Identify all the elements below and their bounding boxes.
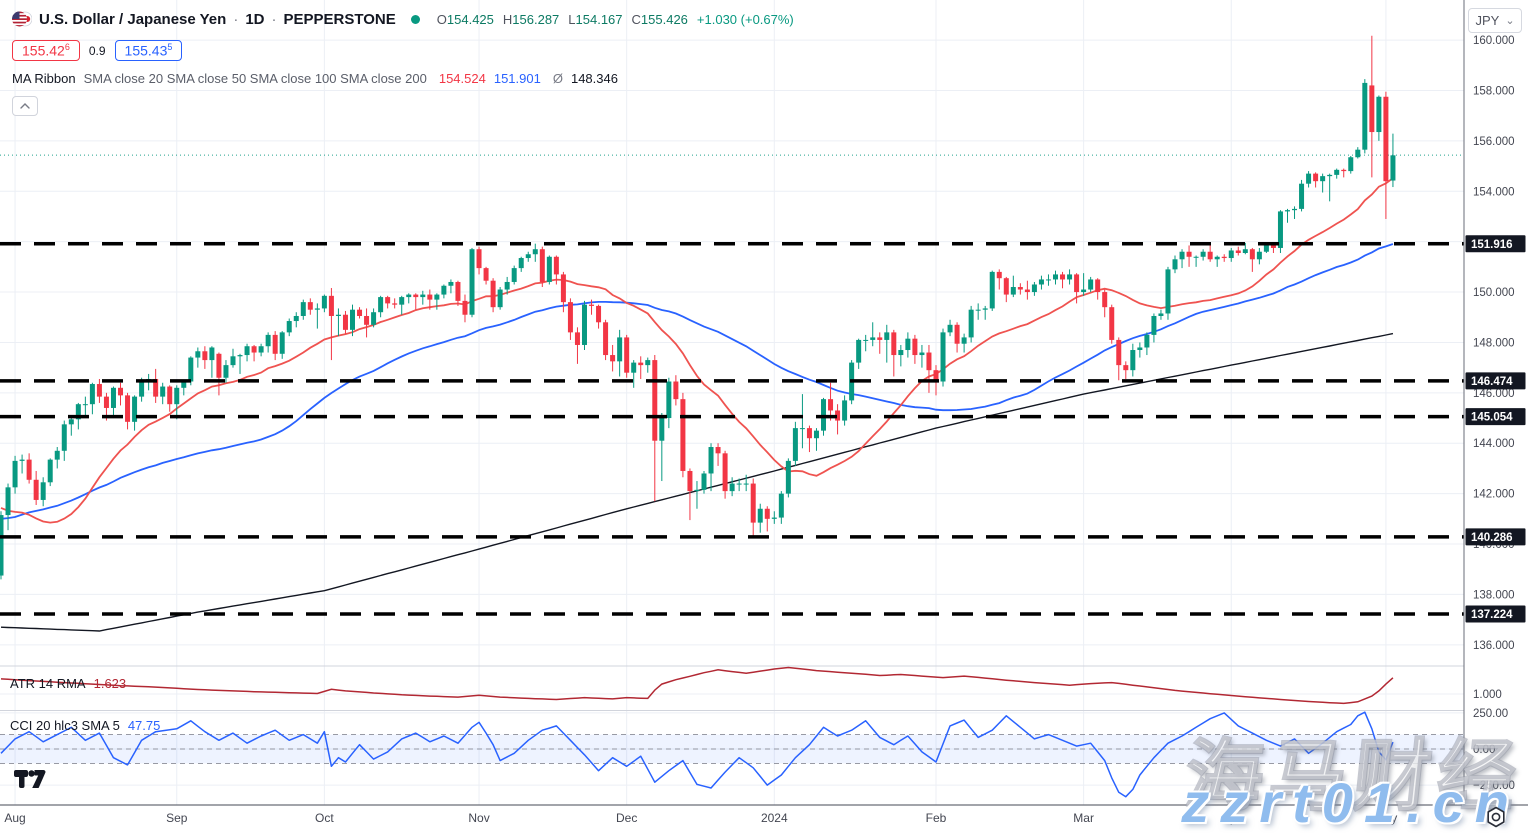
axis-settings-gear-icon[interactable] (1485, 806, 1507, 833)
svg-text:148.000: 148.000 (1473, 337, 1515, 349)
candles (0, 35, 1396, 580)
open-value: 154.425 (446, 11, 494, 27)
ohlc-values: O 154.425 H 156.287 L 154.167 C 155.426 +1.0… (437, 12, 794, 27)
svg-text:154.000: 154.000 (1473, 186, 1515, 198)
time-axis[interactable]: Aug Sep Oct Nov Dec 2024 Feb Mar Apr May (0, 804, 1528, 833)
low-label: L (568, 11, 576, 27)
svg-text:140.286: 140.286 (1471, 532, 1513, 544)
svg-text:145.054: 145.054 (1471, 412, 1513, 424)
separator: · (233, 10, 239, 28)
ma-ribbon-params: SMA close 20 SMA close 50 SMA close 100 … (83, 71, 427, 86)
sell-button[interactable]: 155.426 (12, 39, 80, 62)
sma20-value: 154.524 (438, 71, 486, 86)
svg-text:Aug: Aug (4, 811, 25, 825)
svg-text:151.916: 151.916 (1471, 239, 1513, 251)
svg-text:137.224: 137.224 (1471, 609, 1513, 621)
spread-value: 0.9 (88, 43, 106, 58)
tradingview-logo[interactable] (14, 770, 46, 793)
atr-legend: ATR 14 RMA 1.623 (10, 676, 126, 691)
change-value: +1.030 (+0.67%) (696, 11, 794, 27)
svg-text:0.00: 0.00 (1473, 744, 1495, 756)
chevron-up-icon (20, 103, 30, 109)
sma20-line (0, 177, 1394, 524)
buy-button[interactable]: 155.435 (114, 39, 183, 62)
svg-text:158.000: 158.000 (1473, 85, 1515, 97)
symbol-flag-icon (12, 9, 32, 29)
price-tag (1465, 528, 1526, 546)
close-label: C (631, 11, 641, 27)
currency-label: JPY (1475, 13, 1500, 28)
high-label: H (502, 11, 513, 27)
sma50-line (0, 243, 1394, 520)
svg-text:156.000: 156.000 (1473, 136, 1515, 148)
price-pane[interactable] (0, 35, 1464, 632)
price-tag (1465, 605, 1526, 623)
sma200-value: 148.346 (570, 71, 618, 86)
close-value: 155.426 (640, 11, 688, 27)
svg-text:150.000: 150.000 (1473, 287, 1515, 299)
separator: · (271, 10, 277, 28)
symbol-legend: U.S. Dollar / Japanese Yen · 1D · PEPPER… (12, 6, 794, 116)
cci-value: 47.75 (127, 718, 161, 733)
currency-unit-button[interactable]: JPY ⌄ (1468, 8, 1522, 33)
atr-name[interactable]: ATR 14 RMA (10, 676, 86, 691)
svg-text:Sep: Sep (166, 811, 188, 825)
cci-name[interactable]: CCI 20 hlc3 SMA 5 (10, 718, 120, 733)
svg-text:−250.00: −250.00 (1473, 780, 1515, 792)
hidden-value-icon: Ø (552, 71, 563, 86)
price-axis[interactable]: 136.000138.000140.000142.000144.000146.0… (1463, 0, 1528, 833)
sma50-value: 151.901 (493, 71, 541, 86)
atr-pane[interactable] (0, 666, 1394, 705)
svg-text:Oct: Oct (315, 811, 334, 825)
collapse-legend-button[interactable] (12, 96, 38, 116)
price-tag (1465, 408, 1526, 426)
svg-text:2024: 2024 (761, 811, 788, 825)
price-tag (1465, 235, 1526, 253)
svg-text:160.000: 160.000 (1473, 35, 1515, 47)
price-tag (1465, 372, 1526, 390)
ma-ribbon-legend: MA Ribbon SMA close 20 SMA close 50 SMA … (12, 71, 794, 86)
symbol-title[interactable]: U.S. Dollar / Japanese Yen (39, 10, 227, 28)
svg-text:250.00: 250.00 (1473, 708, 1508, 720)
svg-text:146.000: 146.000 (1473, 388, 1515, 400)
market-open-icon (410, 14, 420, 24)
atr-value: 1.623 (93, 676, 127, 691)
svg-text:144.000: 144.000 (1473, 438, 1515, 450)
svg-text:May: May (1375, 811, 1398, 825)
chevron-down-icon: ⌄ (1505, 14, 1515, 27)
cci-pane (0, 711, 1464, 798)
cci-line (0, 711, 1394, 798)
svg-text:146.474: 146.474 (1471, 376, 1513, 388)
grid-lines (0, 0, 1464, 805)
interval-label[interactable]: 1D (245, 10, 265, 28)
svg-text:1.000: 1.000 (1473, 689, 1502, 701)
atr-line (0, 666, 1394, 705)
open-label: O (436, 11, 447, 27)
ma-ribbon-name[interactable]: MA Ribbon (12, 71, 76, 86)
svg-text:Dec: Dec (616, 811, 637, 825)
exchange-label[interactable]: PEPPERSTONE (283, 10, 396, 28)
low-value: 154.167 (575, 11, 623, 27)
svg-text:138.000: 138.000 (1473, 589, 1515, 601)
high-value: 156.287 (512, 11, 560, 27)
cci-legend: CCI 20 hlc3 SMA 5 47.75 (10, 718, 160, 733)
svg-text:Apr: Apr (1222, 811, 1241, 825)
svg-text:Nov: Nov (468, 811, 489, 825)
svg-text:Mar: Mar (1073, 811, 1094, 825)
svg-text:136.000: 136.000 (1473, 640, 1515, 652)
svg-text:142.000: 142.000 (1473, 489, 1515, 501)
svg-text:Feb: Feb (926, 811, 947, 825)
